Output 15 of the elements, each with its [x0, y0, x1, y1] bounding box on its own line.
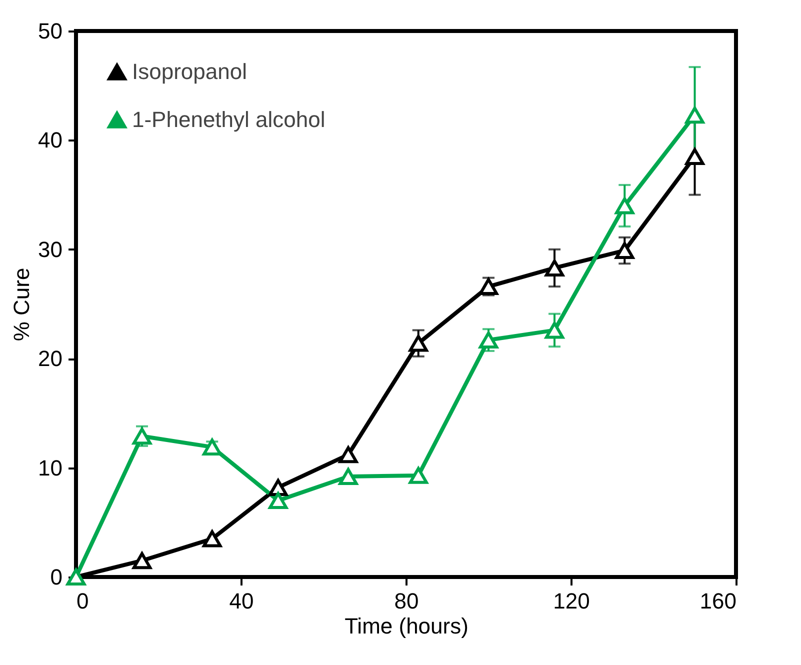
- y-tick-label: 50: [38, 18, 62, 44]
- x-axis-title: Time (hours): [344, 614, 468, 638]
- y-axis-title: % Cure: [9, 268, 34, 342]
- x-tick-label: 0: [76, 588, 89, 614]
- y-tick-label: 20: [38, 346, 62, 372]
- y-tick-label: 0: [50, 564, 62, 590]
- y-tick-label: 10: [38, 455, 62, 480]
- y-tick-label: 30: [38, 236, 62, 262]
- y-tick-label: 40: [38, 128, 62, 153]
- x-tick-label: 40: [229, 588, 254, 614]
- legend-label: Isopropanol: [132, 59, 247, 84]
- legend-label: 1-Phenethyl alcohol: [132, 107, 326, 132]
- x-tick-label: 120: [553, 588, 590, 614]
- x-tick-label: 160: [700, 588, 736, 614]
- x-tick-label: 80: [394, 588, 419, 614]
